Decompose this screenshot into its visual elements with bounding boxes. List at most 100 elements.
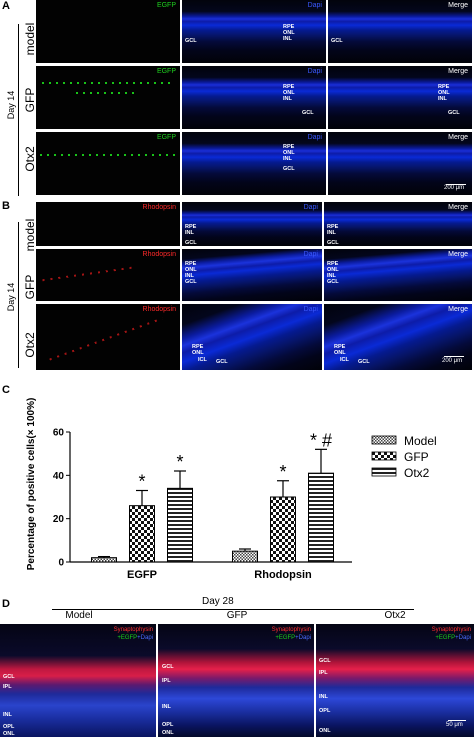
layer-label: ONL bbox=[162, 730, 174, 736]
significance-marker: * bbox=[176, 452, 183, 472]
layer-label: ONL bbox=[185, 267, 197, 273]
channel-label: Dapi bbox=[307, 2, 322, 9]
panel-b-gfp-dapi-image: Dapi RPE ONL INL GCL bbox=[182, 249, 322, 301]
panel-c-letter: C bbox=[2, 384, 10, 396]
panel-b-model-merge-image: Merge RPE INL GCL bbox=[324, 202, 472, 246]
layer-label: GCL bbox=[185, 279, 197, 285]
panel-d-gfp-image: Synaptophysin +EGFP+Dapi GCL IPL INL OPL… bbox=[158, 624, 314, 737]
layer-label: ONL bbox=[283, 150, 295, 156]
layer-label: GCL bbox=[185, 240, 197, 246]
layer-label: RPE bbox=[283, 24, 295, 30]
panel-d-otx2-image: Synaptophysin +EGFP+Dapi GCL IPL INL OPL… bbox=[316, 624, 474, 737]
bar-otx2-egfp bbox=[167, 487, 193, 563]
layer-label: RPE bbox=[185, 261, 197, 267]
channel-label: Dapi bbox=[303, 306, 318, 313]
layer-label: OPL bbox=[162, 722, 174, 728]
layer-label: RPE bbox=[283, 144, 295, 150]
bar-model-egfp bbox=[91, 557, 117, 563]
stain-label-egfp: +EGFP bbox=[435, 635, 456, 641]
layer-label: ONL bbox=[283, 30, 295, 36]
layer-label: INL bbox=[185, 273, 194, 279]
layer-label: ONL bbox=[327, 267, 339, 273]
layer-label: ONL bbox=[192, 350, 204, 356]
layer-label: ONL bbox=[283, 90, 295, 96]
layer-label: GCL bbox=[319, 658, 331, 664]
legend-swatch-model bbox=[371, 435, 397, 445]
panel-a-gfp-dapi-image: Dapi RPE ONL INL GCL bbox=[182, 66, 326, 129]
scale-label: 200 μm bbox=[442, 358, 463, 364]
layer-label: GCL bbox=[283, 166, 295, 172]
layer-label: ONL bbox=[319, 728, 331, 734]
layer-label: GCL bbox=[216, 359, 228, 365]
bar-model-rhodopsin bbox=[232, 550, 258, 563]
significance-marker: * # bbox=[310, 430, 332, 450]
layer-label: INL bbox=[438, 96, 447, 102]
panel-b-gfp-rhodopsin-image: Rhodopsin bbox=[36, 249, 180, 301]
layer-label: GCL bbox=[327, 279, 339, 285]
panel-d-model-image: Synaptophysin +EGFP+Dapi GCL IPL INL OPL… bbox=[0, 624, 156, 737]
significance-marker: * bbox=[279, 462, 286, 482]
panel-b-day-bracket bbox=[18, 222, 19, 368]
layer-label: INL bbox=[327, 273, 336, 279]
bar-chart: Percentage of positive cells(× 100%) 0 20… bbox=[26, 398, 437, 581]
panel-a-day-label: Day 14 bbox=[6, 90, 16, 120]
panel-a-model-merge-image: Merge GCL bbox=[328, 0, 472, 63]
layer-label: RPE bbox=[327, 261, 339, 267]
channel-label: Dapi bbox=[307, 68, 322, 75]
layer-label: ONL bbox=[334, 350, 346, 356]
layer-label: IPL bbox=[319, 670, 328, 676]
layer-label: ICL bbox=[340, 357, 349, 363]
panel-d-column-otx2-title: Otx2 bbox=[384, 610, 406, 621]
y-axis-label: Percentage of positive cells(× 100%) bbox=[26, 398, 37, 571]
channel-label: Merge bbox=[448, 134, 468, 141]
panel-b-row-otx2-label: Otx2 bbox=[23, 332, 37, 358]
channel-label: Dapi bbox=[303, 251, 318, 258]
panel-b-row-model-label: model bbox=[23, 218, 37, 252]
layer-label: IPL bbox=[162, 678, 171, 684]
panel-b-letter: B bbox=[2, 200, 10, 212]
scale-bar bbox=[448, 720, 466, 721]
panel-a-row-otx2-label: Otx2 bbox=[23, 146, 37, 172]
layer-label: INL bbox=[283, 36, 292, 42]
stain-legend: Synaptophysin +EGFP+Dapi bbox=[114, 626, 153, 642]
panel-a-otx2-egfp-image: EGFP bbox=[36, 132, 180, 195]
channel-label: Merge bbox=[448, 306, 468, 313]
scale-label: 200 μm bbox=[444, 185, 465, 191]
scale-bar bbox=[444, 356, 464, 357]
channel-label: Dapi bbox=[307, 134, 322, 141]
y-tick-label: 20 bbox=[53, 514, 65, 525]
panel-a-letter: A bbox=[2, 0, 10, 12]
layer-label: INL bbox=[283, 156, 292, 162]
panel-b-day-label: Day 14 bbox=[6, 282, 16, 312]
bar-gfp-rhodopsin bbox=[270, 496, 296, 563]
channel-label: Merge bbox=[448, 2, 468, 9]
layer-label: IPL bbox=[3, 684, 12, 690]
panel-b-otx2-rhodopsin-image: Rhodopsin bbox=[36, 304, 180, 370]
layer-label: OPL bbox=[319, 708, 331, 714]
panel-d-day-bracket bbox=[52, 609, 414, 610]
stain-label-synaptophysin: Synaptophysin bbox=[271, 627, 311, 633]
layer-label: RPE bbox=[192, 344, 204, 350]
layer-label: ONL bbox=[438, 90, 450, 96]
channel-label: Rhodopsin bbox=[142, 306, 176, 313]
panel-a-gfp-egfp-image: EGFP bbox=[36, 66, 180, 129]
legend-label-model: Model bbox=[404, 434, 437, 448]
y-tick-label: 40 bbox=[53, 471, 65, 482]
stain-label-egfp: +EGFP bbox=[275, 635, 296, 641]
stain-legend: Synaptophysin +EGFP+Dapi bbox=[432, 626, 471, 642]
layer-label: GCL bbox=[448, 110, 460, 116]
layer-label: INL bbox=[319, 694, 328, 700]
channel-label: Dapi bbox=[303, 204, 318, 211]
channel-label: Rhodopsin bbox=[142, 204, 176, 211]
stain-label-synaptophysin: Synaptophysin bbox=[431, 627, 471, 633]
layer-label: RPE bbox=[185, 224, 197, 230]
layer-label: INL bbox=[162, 704, 171, 710]
legend-label-gfp: GFP bbox=[404, 450, 429, 464]
panel-b-gfp-merge-image: Merge RPE ONL INL GCL bbox=[324, 249, 472, 301]
significance-marker: * bbox=[138, 472, 145, 492]
stain-label-egfp: +EGFP bbox=[117, 635, 138, 641]
layer-label: ONL bbox=[3, 731, 15, 737]
panel-a-otx2-merge-image: Merge 200 μm bbox=[328, 132, 472, 195]
layer-label: GCL bbox=[358, 359, 370, 365]
scale-bar bbox=[446, 184, 466, 185]
